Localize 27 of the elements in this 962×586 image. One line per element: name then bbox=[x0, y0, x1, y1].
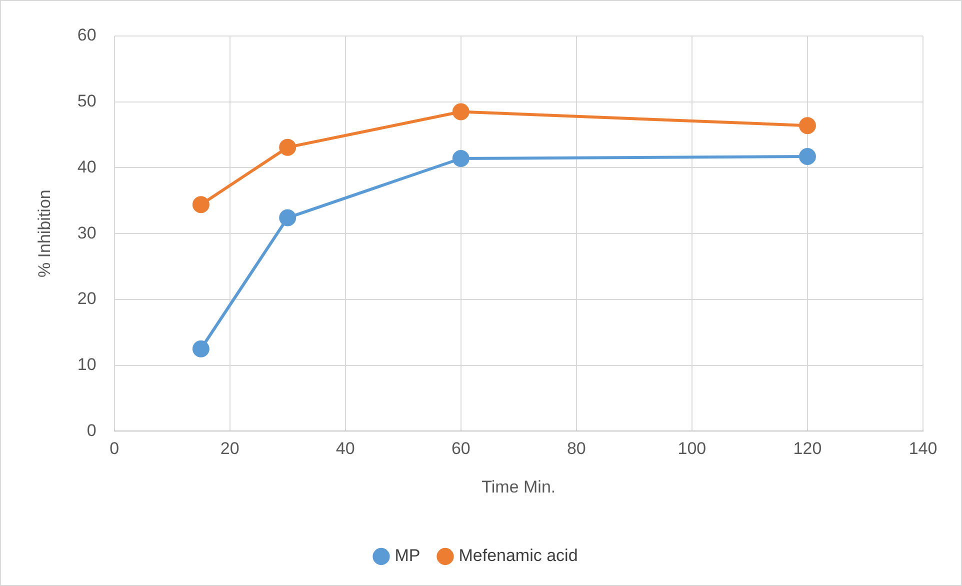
x-tick-label: 20 bbox=[220, 439, 240, 458]
y-tick-label: 0 bbox=[86, 420, 96, 440]
x-tick-label: 120 bbox=[793, 439, 822, 458]
x-tick-label: 100 bbox=[678, 439, 706, 458]
point bbox=[192, 340, 210, 358]
point bbox=[452, 150, 470, 168]
point bbox=[279, 138, 296, 156]
x-tick-label: 140 bbox=[908, 439, 938, 458]
point bbox=[279, 209, 296, 226]
y-tick-label: 50 bbox=[77, 92, 96, 111]
x-tick-label: 80 bbox=[566, 439, 586, 458]
y-tick-label: 10 bbox=[77, 355, 96, 374]
x-tick-label: 60 bbox=[451, 439, 470, 458]
point bbox=[452, 103, 470, 120]
y-tick-label: 30 bbox=[77, 223, 96, 242]
legend-label: MP bbox=[394, 546, 420, 566]
x-tick-label: 0 bbox=[110, 439, 120, 458]
point bbox=[798, 148, 816, 166]
y-tick-label: 60 bbox=[77, 26, 96, 45]
legend-label: Mefenamic acid bbox=[458, 546, 578, 566]
y-tick-label: 40 bbox=[77, 157, 96, 176]
y-tick-label: 20 bbox=[77, 289, 96, 308]
x-axis-title: Time Min. bbox=[482, 477, 556, 496]
x-tick-label: 40 bbox=[336, 439, 355, 458]
y-axis-title: % Inhibition bbox=[34, 190, 54, 278]
point bbox=[798, 117, 816, 134]
point bbox=[192, 196, 210, 214]
